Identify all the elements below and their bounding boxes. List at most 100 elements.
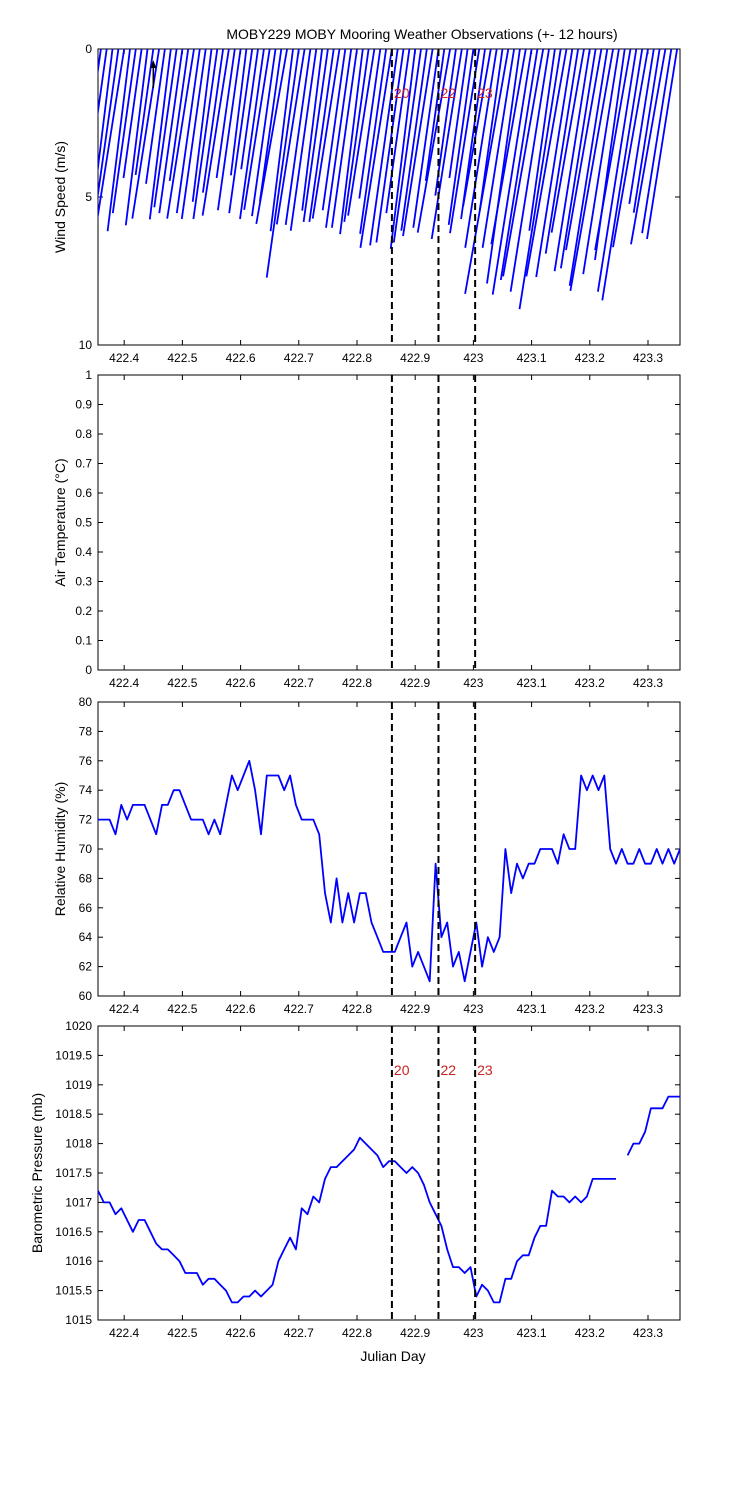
y-tick-label: 70: [79, 842, 93, 856]
x-tick-label: 422.4: [109, 676, 139, 690]
wind-stick: [612, 49, 649, 248]
panel-1: 422.4 422.5 422.6 422.7 422.8 422.9 423 423.1 42…: [52, 42, 681, 365]
wind-stick: [98, 49, 126, 221]
chart-title: MOBY229 MOBY Mooring Weather Observation…: [226, 26, 617, 42]
wind-stick: [490, 49, 527, 245]
y-axis-label: Air Temperature (°C): [52, 458, 68, 586]
wind-stick: [462, 49, 492, 207]
x-tick-label: 423.3: [633, 1326, 663, 1340]
event-label: 23: [477, 85, 493, 101]
x-tick-label: 422.5: [167, 351, 197, 365]
wind-stick: [641, 49, 673, 234]
series-line: [98, 759, 680, 983]
wind-stick: [230, 49, 248, 176]
wind-stick: [311, 49, 341, 219]
series-line: [626, 1095, 680, 1156]
axes-frame: [97, 701, 681, 997]
x-tick-label: 422.8: [342, 676, 372, 690]
wind-stick: [347, 49, 376, 216]
wind-stick: [358, 49, 382, 199]
y-tick-label: 68: [79, 871, 93, 885]
x-tick-label: 422.6: [226, 1002, 256, 1016]
y-tick-label: 72: [79, 813, 93, 827]
y-tick-label: 66: [79, 901, 93, 915]
wind-stick: [239, 49, 265, 220]
wind-stick: [499, 49, 539, 281]
panel-4: 422.4 422.5 422.6 422.7 422.8 422.9 423 423.1 42…: [29, 1019, 681, 1340]
wind-stick: [168, 49, 190, 182]
wind-stick: [98, 49, 120, 201]
wind-stick: [630, 49, 667, 245]
event-label: 23: [477, 1062, 493, 1078]
wind-stick: [550, 49, 585, 233]
y-axis-label: Barometric Pressure (mb): [29, 1093, 45, 1253]
wind-stick: [430, 49, 463, 240]
x-tick-label: 422.8: [342, 1002, 372, 1016]
y-tick-label: 0.4: [75, 545, 92, 559]
wind-stick: [568, 49, 609, 286]
y-tick-label: 64: [79, 930, 93, 944]
y-tick-label: 74: [79, 783, 93, 797]
x-tick-label: 422.7: [284, 351, 314, 365]
y-tick-label: 0.6: [75, 486, 92, 500]
wind-stick: [145, 49, 166, 184]
axes-frame: [97, 374, 681, 671]
y-axis-label: Relative Humidity (%): [52, 782, 68, 917]
wind-stick: [594, 49, 632, 251]
event-label: 20: [394, 1062, 410, 1078]
wind-stick: [308, 49, 335, 223]
panel-2: 422.4 422.5 422.6 422.7 422.8 422.9 423 423.1 42…: [52, 368, 681, 690]
wind-stick: [502, 49, 545, 277]
wind-stick: [301, 49, 323, 211]
x-tick-label: 423.2: [575, 1002, 605, 1016]
y-tick-label: 1: [85, 368, 92, 382]
x-tick-label: 422.4: [109, 351, 139, 365]
wind-stick: [597, 49, 638, 292]
wind-stick: [153, 49, 178, 208]
wind-stick: [217, 49, 242, 211]
x-tick-label: 422.9: [400, 1326, 430, 1340]
wind-stick: [628, 49, 655, 205]
wind-stick: [98, 49, 114, 175]
x-tick-label: 422.7: [284, 676, 314, 690]
x-tick-label: 422.7: [284, 1002, 314, 1016]
x-tick-label: 423.3: [633, 351, 663, 365]
axes-frame: [97, 1025, 681, 1321]
data-layer: [98, 759, 680, 983]
x-tick-label: 422.8: [342, 1326, 372, 1340]
x-tick-label: 423: [463, 1326, 483, 1340]
y-tick-label: 1017: [65, 1195, 92, 1209]
wind-stick: [180, 49, 207, 220]
wind-stick: [486, 49, 521, 284]
y-tick-label: 0.7: [75, 457, 92, 471]
wind-stick: [449, 49, 481, 234]
wind-stick: [321, 49, 347, 211]
wind-stick: [402, 49, 434, 237]
event-label: 20: [394, 85, 410, 101]
wind-stick: [131, 49, 160, 219]
data-layer: [98, 49, 678, 310]
wind-stick: [464, 49, 510, 295]
wind-stick: [192, 49, 219, 220]
y-tick-label: 10: [79, 338, 93, 352]
wind-stick: [325, 49, 353, 228]
y-tick-label: 1015.5: [55, 1284, 92, 1298]
y-tick-label: 0.5: [75, 516, 92, 530]
wind-stick: [392, 49, 422, 243]
x-axis-label: Julian Day: [360, 1348, 425, 1364]
y-tick-label: 0.9: [75, 398, 92, 412]
x-tick-label: 423.3: [633, 676, 663, 690]
wind-stick: [275, 49, 306, 225]
panel-3: 422.4 422.5 422.6 422.7 422.8 422.9 423 423.1 42…: [52, 695, 681, 1016]
x-tick-label: 423.2: [575, 1326, 605, 1340]
wind-stick: [122, 49, 143, 179]
series-line: [98, 1136, 616, 1304]
wind-stick: [646, 49, 678, 240]
wind-stick: [509, 49, 550, 292]
y-tick-label: 1018.5: [55, 1107, 92, 1121]
y-tick-label: 0: [85, 42, 92, 56]
y-tick-label: 0.2: [75, 604, 92, 618]
y-tick-label: 80: [79, 695, 93, 709]
y-tick-label: 76: [79, 754, 93, 768]
x-tick-label: 423.2: [575, 351, 605, 365]
